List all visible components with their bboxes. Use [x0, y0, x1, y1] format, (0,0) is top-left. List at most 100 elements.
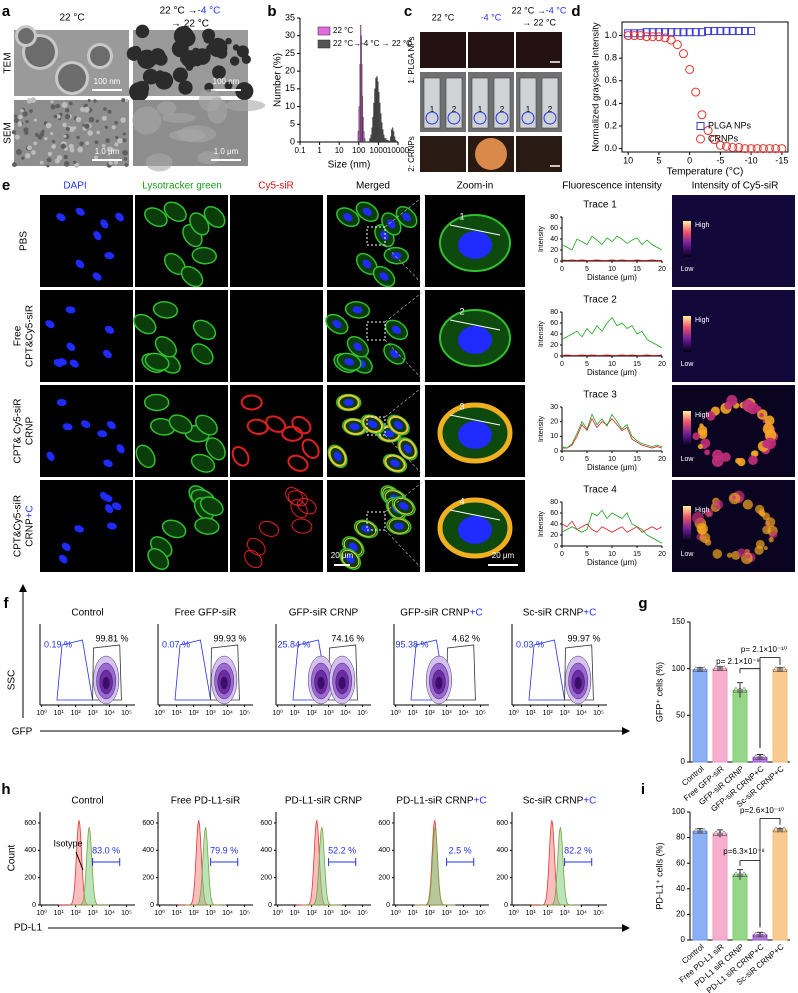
nucleus [362, 207, 372, 216]
y-tick-label: 600 [496, 820, 508, 827]
particle [23, 127, 29, 133]
aggregate [235, 82, 254, 101]
y-tick-label: 60 [550, 225, 558, 232]
particle [69, 147, 75, 153]
x-tick-label: 10⁰ [508, 909, 519, 917]
replicate-point [732, 686, 740, 693]
replicate-point [756, 753, 764, 760]
particle [120, 117, 126, 123]
x-tick-label: 10³ [206, 910, 217, 917]
nucleus [399, 502, 409, 511]
y-tick-label: 25 [285, 48, 295, 58]
aggregate [178, 80, 193, 95]
panel-label: h [1, 781, 10, 798]
x-tick-label: 15 [633, 551, 641, 558]
nucleus [97, 430, 108, 438]
aggregate [225, 37, 232, 45]
plot-title: Free GFP-siR [175, 608, 237, 619]
plot-title: +C [583, 796, 596, 807]
x-tick-label: 5 [585, 456, 589, 463]
y-tick-label: 40 [550, 331, 558, 338]
column-header: 22 °C → [160, 6, 198, 17]
column-header: 22 °C [59, 13, 84, 24]
x-tick-label: 10² [543, 710, 554, 717]
particle [107, 146, 113, 152]
cell-sirna [355, 520, 377, 537]
cell-cytoplasm [180, 265, 204, 288]
y-tick-label: 100 [672, 807, 686, 816]
particle [21, 156, 25, 160]
y-tick-label: 200 [496, 874, 508, 881]
colorbar [683, 411, 691, 447]
particle [124, 98, 129, 102]
point [672, 40, 682, 50]
gate-percent: 25.84 % [277, 639, 310, 649]
column-header: Cy5-siR [258, 181, 294, 192]
nucleus [106, 420, 116, 430]
nucleus [65, 306, 76, 314]
x-tick-label: 10¹ [172, 710, 183, 717]
aggregate [178, 29, 196, 47]
nucleus [362, 259, 372, 269]
intensity-blob [721, 452, 731, 462]
zoom-box [366, 226, 386, 246]
intensity-blob [759, 511, 766, 517]
particle [124, 163, 129, 167]
panel-label: f [4, 595, 10, 612]
cell-cytoplasm [133, 313, 157, 335]
point [685, 28, 694, 37]
cell-sirna [362, 415, 384, 433]
y-tick-label: 20 [550, 532, 558, 539]
particle [108, 160, 113, 166]
nucleus [387, 219, 396, 229]
histogram-bar [370, 134, 372, 143]
replicate-point [752, 753, 760, 760]
particle [13, 114, 18, 118]
intensity-blob [770, 530, 778, 538]
histogram-bar [394, 140, 397, 143]
particle [33, 141, 37, 146]
vial [541, 77, 559, 129]
cell-cytoplasm [194, 517, 220, 535]
particle [52, 139, 56, 144]
x-tick-label: 10² [189, 710, 200, 717]
column-header: -4 °C [546, 5, 567, 15]
legend-marker [696, 134, 705, 144]
legend-swatch [317, 26, 331, 36]
density-contour [317, 676, 325, 690]
cell-sirna [240, 394, 263, 411]
vial-number: 2 [452, 105, 457, 114]
particle [85, 141, 90, 146]
intensity-blob [764, 415, 775, 426]
particle [33, 118, 37, 122]
x-tick-label: 10⁴ [222, 910, 233, 917]
nucleus [332, 320, 342, 329]
gate-percent: 0.19 % [44, 639, 72, 649]
aggregate [135, 24, 150, 39]
aggregate [142, 68, 159, 85]
gate-percent: 82.2 % [564, 845, 592, 855]
histogram-bar [375, 78, 377, 143]
x-tick-label: 10⁴ [576, 710, 587, 717]
nucleus [62, 423, 73, 431]
nucleus [58, 554, 68, 564]
particle [73, 160, 77, 164]
particle [122, 149, 128, 156]
cell-cytoplasm [152, 300, 179, 319]
panel-label: b [267, 3, 276, 20]
intensity-blob [697, 525, 707, 535]
x-tick-label: 10² [425, 710, 436, 717]
cell-sirna [398, 438, 417, 459]
particle [15, 148, 22, 155]
micrograph [40, 195, 133, 287]
x-tick-label: 10 [608, 456, 616, 463]
colorbar-label: Low [681, 551, 695, 558]
plot-title: Control [71, 608, 103, 619]
particle [46, 157, 52, 163]
nucleus [348, 542, 358, 551]
y-tick-label: 600 [142, 820, 154, 827]
nucleus [361, 525, 371, 533]
intensity-blob [731, 495, 737, 500]
x-tick-label: 10² [71, 710, 82, 717]
trace-title: Trace 3 [583, 390, 617, 401]
